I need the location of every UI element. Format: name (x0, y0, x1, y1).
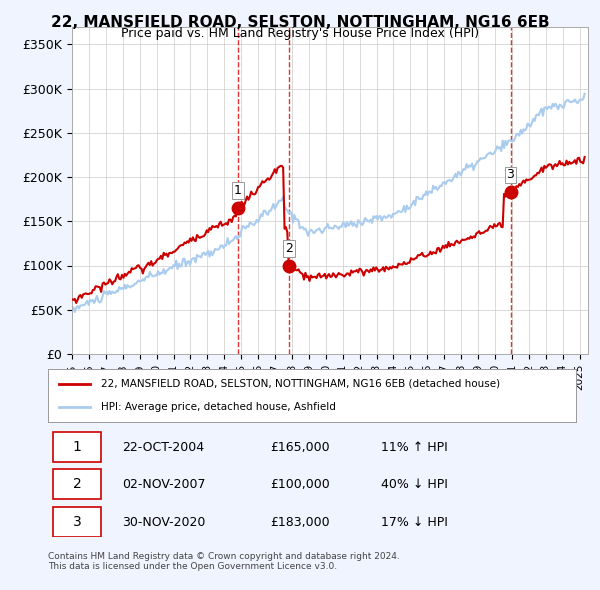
Text: 1: 1 (73, 440, 82, 454)
Text: 1: 1 (234, 184, 242, 197)
FancyBboxPatch shape (53, 431, 101, 462)
Text: 22, MANSFIELD ROAD, SELSTON, NOTTINGHAM, NG16 6EB: 22, MANSFIELD ROAD, SELSTON, NOTTINGHAM,… (50, 15, 550, 30)
Text: 2: 2 (285, 242, 293, 255)
Text: 3: 3 (506, 168, 514, 182)
Text: 02-NOV-2007: 02-NOV-2007 (122, 478, 205, 491)
Text: 17% ↓ HPI: 17% ↓ HPI (380, 516, 448, 529)
Text: £183,000: £183,000 (270, 516, 329, 529)
Text: Price paid vs. HM Land Registry's House Price Index (HPI): Price paid vs. HM Land Registry's House … (121, 27, 479, 40)
Text: £165,000: £165,000 (270, 441, 329, 454)
Text: 30-NOV-2020: 30-NOV-2020 (122, 516, 205, 529)
Text: HPI: Average price, detached house, Ashfield: HPI: Average price, detached house, Ashf… (101, 402, 335, 412)
Text: Contains HM Land Registry data © Crown copyright and database right 2024.
This d: Contains HM Land Registry data © Crown c… (48, 552, 400, 571)
Text: £100,000: £100,000 (270, 478, 329, 491)
Text: 3: 3 (73, 515, 82, 529)
Text: 2: 2 (73, 477, 82, 491)
Text: 11% ↑ HPI: 11% ↑ HPI (380, 441, 448, 454)
Text: 40% ↓ HPI: 40% ↓ HPI (380, 478, 448, 491)
FancyBboxPatch shape (53, 507, 101, 537)
FancyBboxPatch shape (53, 468, 101, 499)
Text: 22, MANSFIELD ROAD, SELSTON, NOTTINGHAM, NG16 6EB (detached house): 22, MANSFIELD ROAD, SELSTON, NOTTINGHAM,… (101, 379, 500, 389)
Text: 22-OCT-2004: 22-OCT-2004 (122, 441, 204, 454)
